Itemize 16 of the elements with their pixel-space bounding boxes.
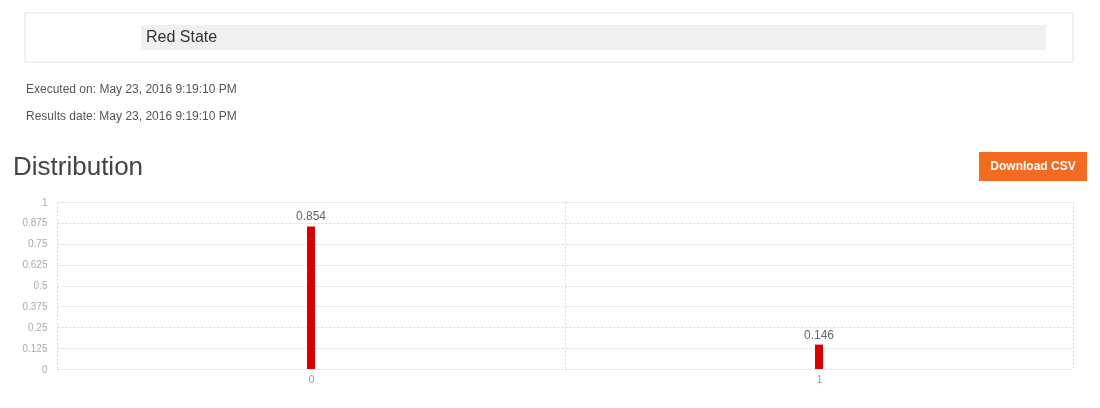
data-label: 0.854 <box>295 209 327 224</box>
text: Download CSV <box>990 159 1076 173</box>
text: Executed on: May 23, 2016 9:19:10 PM <box>26 82 237 96</box>
y-tick-label: 0.375 <box>22 300 48 312</box>
y-tick-label: 0.625 <box>22 259 48 271</box>
chart-title: Distribution <box>13 151 144 181</box>
y-tick-label: 0 <box>41 363 48 375</box>
text: Results date: May 23, 2016 9:19:10 PM <box>26 109 237 123</box>
y-tick-label: 0.125 <box>22 342 48 354</box>
y-tick-label: 1 <box>41 196 48 208</box>
y-tick-label: 0.25 <box>28 321 48 333</box>
y-tick-label: 0.5 <box>33 280 48 291</box>
y-tick-label: 0.875 <box>22 217 48 229</box>
y-tick-label: 0.75 <box>28 238 48 250</box>
data-label: 0.146 <box>803 327 835 342</box>
text: Red State <box>146 28 218 45</box>
